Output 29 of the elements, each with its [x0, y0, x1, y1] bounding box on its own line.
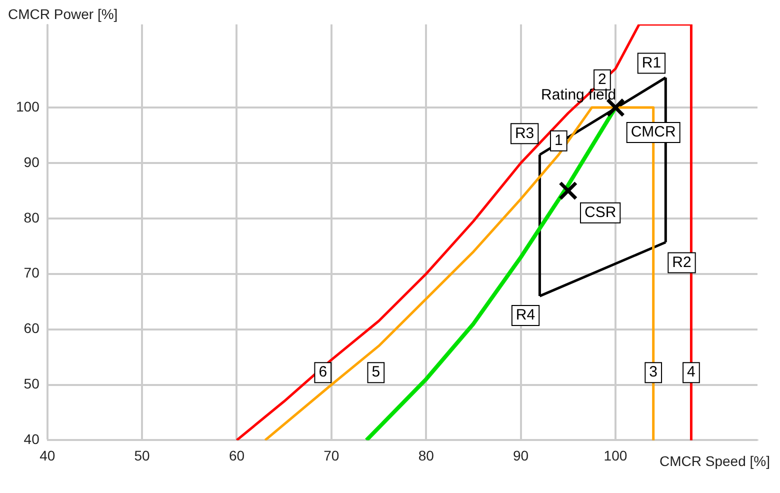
y-tick-label: 100 [16, 98, 40, 114]
x-tick-label: 100 [604, 447, 628, 464]
annotation: 5 [372, 364, 380, 381]
y-tick-label: 80 [24, 209, 40, 226]
y-tick-label: 60 [24, 320, 40, 336]
y-tick-label: 90 [24, 154, 40, 170]
y-tick-label: 50 [24, 376, 40, 392]
annotation: 2 [598, 70, 606, 88]
y-tick-label: 70 [24, 264, 40, 281]
annotation: 3 [649, 364, 658, 381]
x-tick-label: 70 [324, 447, 340, 464]
x-tick-label: 90 [512, 447, 529, 464]
annotation: 6 [318, 364, 328, 381]
x-tick-label: 60 [228, 447, 245, 464]
annotation: R4 [516, 306, 536, 324]
y-axis-title: CMCR Power [%] [8, 6, 118, 22]
x-tick-label: 80 [418, 447, 434, 464]
annotation: 1 [554, 132, 563, 149]
annotation: R2 [672, 254, 692, 271]
annotation: R1 [642, 54, 662, 72]
y-tick-label: 40 [24, 431, 40, 448]
annotation: Rating field [541, 86, 616, 104]
x-tick-label: 50 [134, 447, 150, 464]
annotation: R3 [514, 124, 534, 142]
x-tick-label: 40 [40, 447, 56, 464]
annotation: CSR [584, 204, 616, 222]
annotation: CMCR [630, 124, 676, 141]
x-axis-title: CMCR Speed [%] [660, 453, 770, 470]
annotation: 4 [687, 364, 696, 381]
